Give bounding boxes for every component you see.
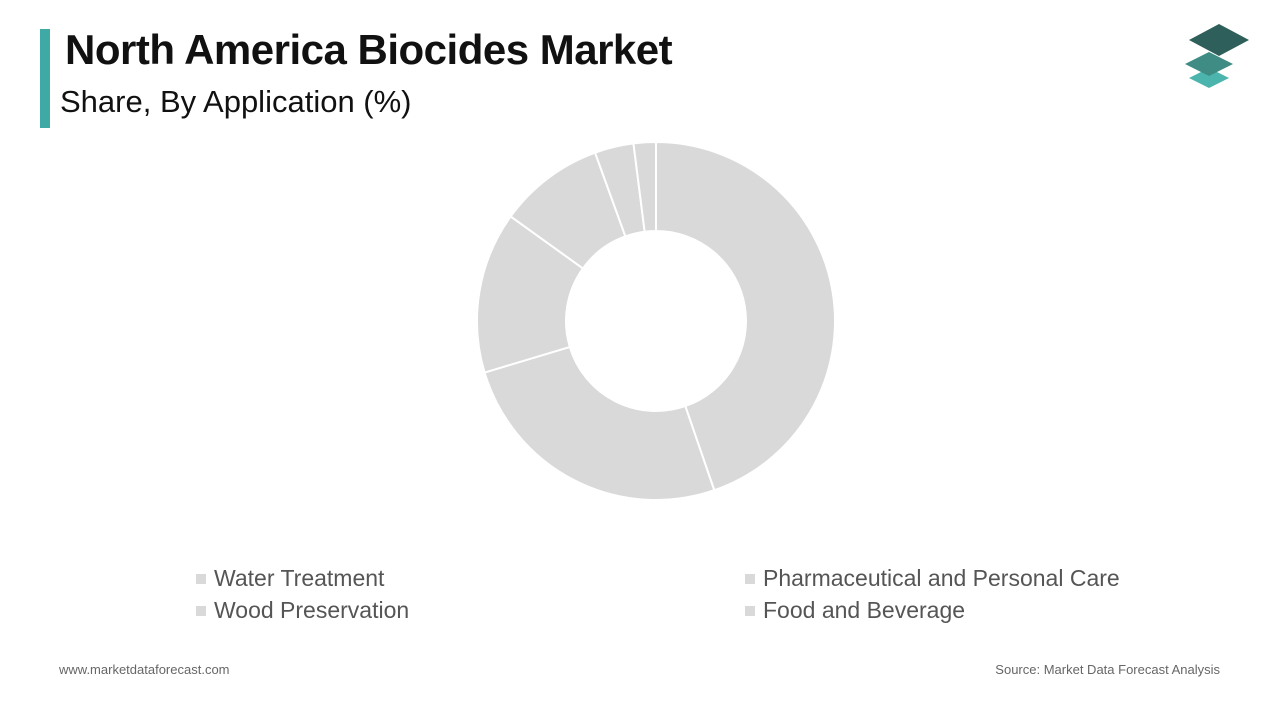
logo-layer-bottom [1189, 68, 1229, 88]
legend-swatch [196, 605, 206, 616]
chart-subtitle: Share, By Application (%) [60, 84, 412, 119]
donut-slice-1 [655, 140, 836, 492]
brand-logo-icon [1185, 24, 1249, 88]
legend-label: Wood Preservation [214, 597, 410, 623]
legend-item-water-treatment: Water Treatment [196, 565, 384, 592]
legend-swatch [745, 605, 755, 616]
legend-label: Water Treatment [214, 565, 385, 591]
accent-bar [40, 29, 50, 128]
footer-source: Source: Market Data Forecast Analysis [995, 662, 1220, 677]
legend-label: Food and Beverage [763, 597, 966, 623]
legend-item-wood-preservation: Wood Preservation [196, 597, 409, 624]
logo-layer-middle [1185, 52, 1233, 76]
chart-title: North America Biocides Market [65, 26, 673, 73]
footer-website: www.marketdataforecast.com [59, 662, 230, 677]
logo-layer-top [1189, 24, 1249, 56]
legend-swatch [745, 573, 755, 584]
donut-slices [476, 140, 836, 501]
chart-legend: Water Treatment Pharmaceutical and Perso… [196, 560, 1196, 630]
legend-item-pharmaceutical-personal-care: Pharmaceutical and Personal Care [745, 565, 1120, 592]
legend-swatch [196, 573, 206, 584]
legend-label: Pharmaceutical and Personal Care [763, 565, 1120, 591]
donut-slice-2 [483, 345, 716, 501]
donut-slice-6 [632, 140, 657, 233]
legend-item-food-and-beverage: Food and Beverage [745, 597, 965, 624]
donut-chart [476, 140, 836, 501]
